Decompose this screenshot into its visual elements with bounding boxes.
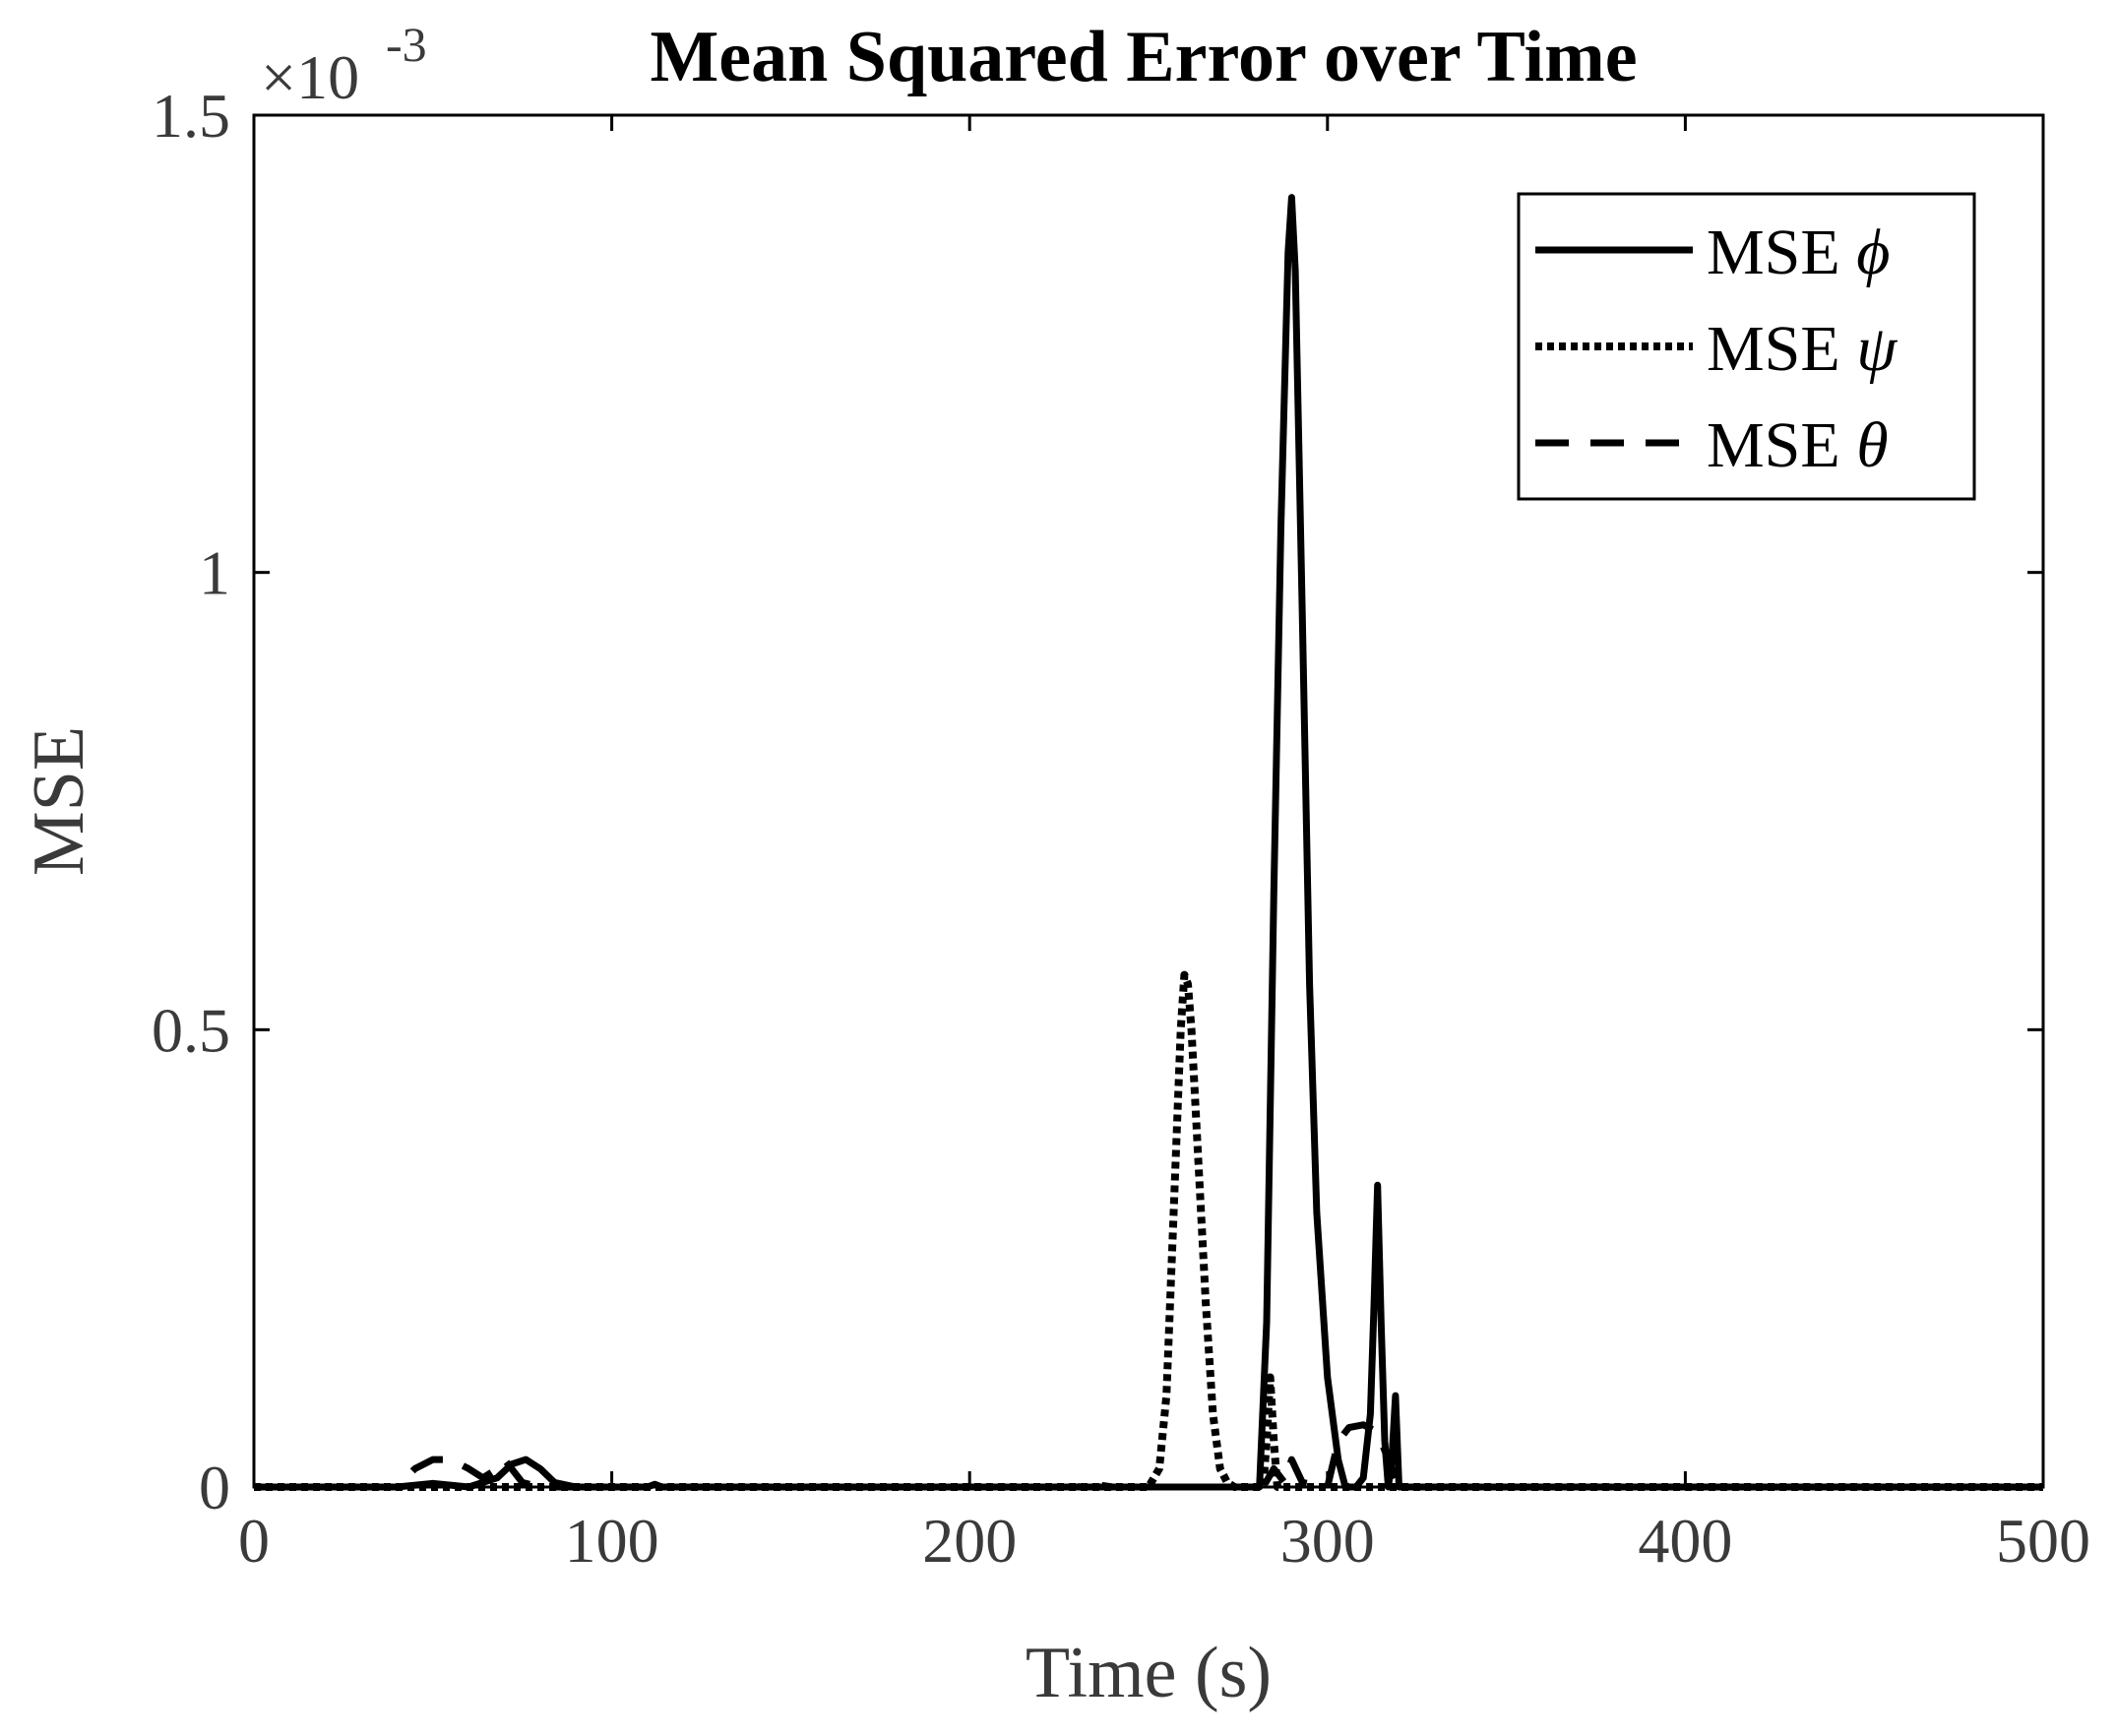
y-exponent-base: ×10 <box>261 42 359 112</box>
legend-label-dashed: MSE θ <box>1707 409 1889 481</box>
x-axis-title: Time (s) <box>1026 1633 1272 1713</box>
y-exponent-label: ×10 -3 <box>261 17 427 112</box>
y-tick-label: 1.5 <box>152 81 230 151</box>
x-tick-label: 100 <box>565 1506 659 1576</box>
y-tick-label: 1 <box>199 538 230 608</box>
legend: MSE ϕ MSE ψ MSE θ <box>1517 192 1976 501</box>
legend-label-dotted: MSE ψ <box>1707 313 1898 385</box>
x-tick-label: 200 <box>922 1506 1017 1576</box>
plot-area-frame <box>252 113 2045 1489</box>
y-tick-label: 0 <box>199 1453 230 1522</box>
y-tick-label: 0.5 <box>152 995 230 1065</box>
x-tick-label: 300 <box>1280 1506 1375 1576</box>
x-tick-label: 400 <box>1638 1506 1732 1576</box>
series-line-dotted <box>254 970 2043 1491</box>
chart-title: Mean Squared Error over Time <box>650 17 1637 97</box>
y-axis-title: MSE <box>19 726 99 876</box>
series-line-solid <box>254 194 2043 1491</box>
x-tick-label: 0 <box>238 1506 270 1576</box>
x-tick-label: 500 <box>1996 1506 2090 1576</box>
y-exponent-power: -3 <box>386 17 427 72</box>
legend-label-solid: MSE ϕ <box>1707 217 1890 288</box>
tick-layer: 0 100 200 300 400 500 0 0.5 1 1.5 <box>152 81 2090 1576</box>
